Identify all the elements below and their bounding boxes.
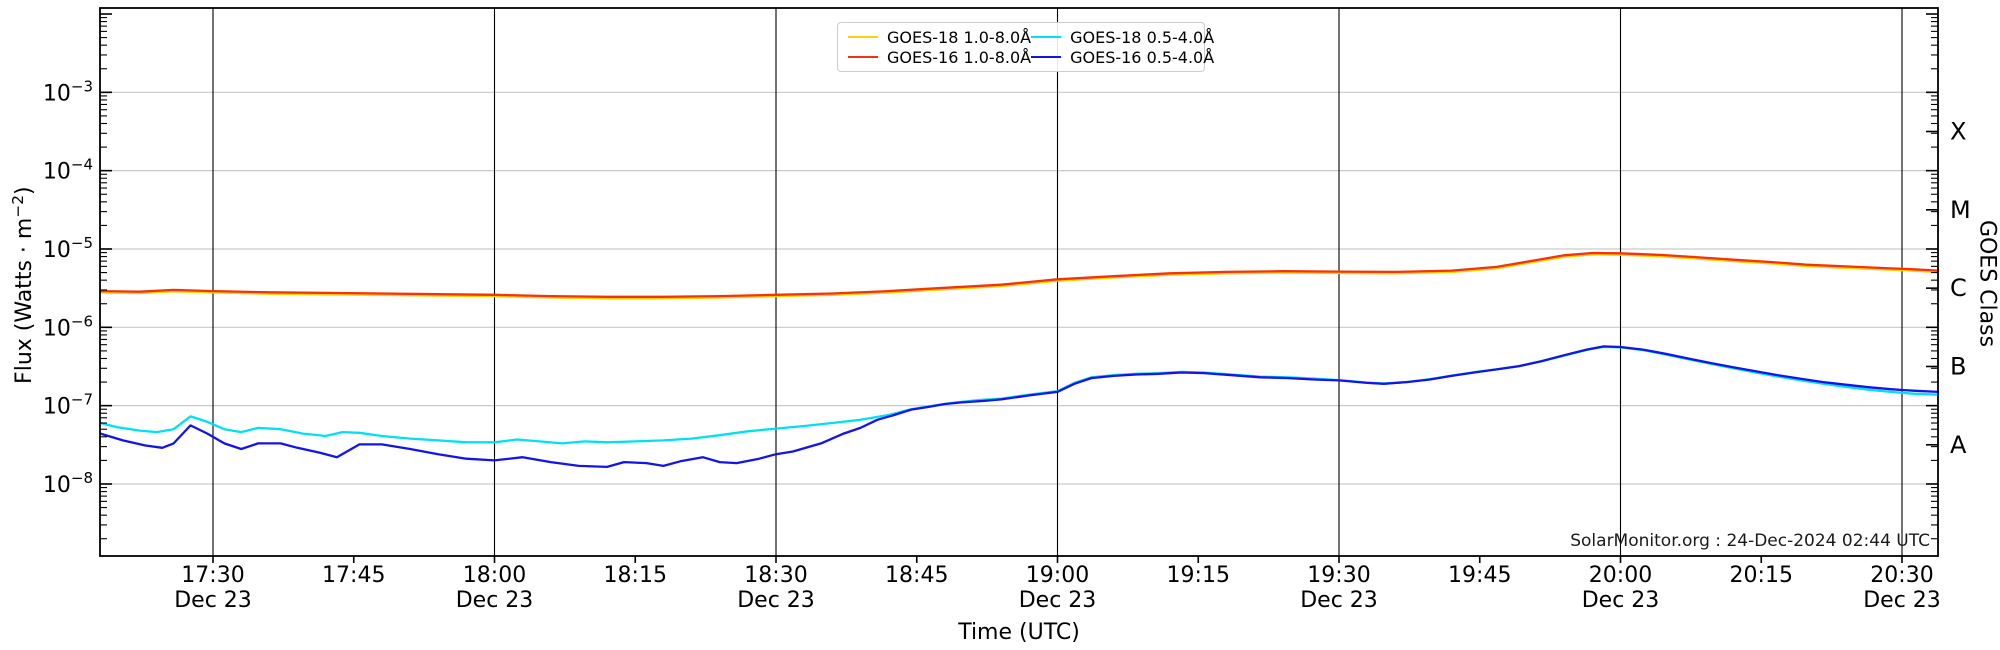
- series-line-3: [99, 345, 1940, 469]
- y-axis-label-text: Flux (Watts · m: [12, 217, 38, 384]
- y-axis-label-close: ): [12, 186, 38, 195]
- legend-item: GOES-18 1.0-8.0Å: [848, 28, 1031, 47]
- legend-line-goes16-short: [1031, 56, 1062, 58]
- x-tick-sublabel: Dec 23: [1019, 588, 1097, 613]
- x-tick-sublabel: Dec 23: [1582, 588, 1660, 613]
- x-tick-label: 18:30: [744, 563, 807, 588]
- x-tick-label: 19:15: [1167, 563, 1230, 588]
- legend-item: GOES-16 1.0-8.0Å: [848, 48, 1031, 67]
- y-tick-label: 10−5: [43, 234, 93, 263]
- y-tick-label: 10−4: [43, 156, 93, 185]
- x-tick-label: 17:45: [322, 563, 385, 588]
- legend-line-goes18-short: [1031, 36, 1062, 38]
- x-tick-label: 19:30: [1307, 563, 1370, 588]
- legend-line-goes16-long: [848, 56, 878, 58]
- y-tick-label: 10−8: [43, 469, 93, 498]
- right-axis-label: GOES Class: [1974, 219, 2000, 348]
- x-tick-label: 19:45: [1448, 563, 1511, 588]
- x-tick-sublabel: Dec 23: [1863, 588, 1941, 613]
- goes-class-letter: A: [1950, 431, 1967, 459]
- legend: GOES-18 1.0-8.0Å GOES-16 1.0-8.0Å GOES-1…: [837, 22, 1214, 72]
- goes-class-letter: C: [1950, 274, 1967, 302]
- y-axis-label: Flux (Watts · m−2): [9, 115, 37, 455]
- series-line-2: [99, 345, 1940, 445]
- y-tick-label: 10−3: [43, 77, 93, 106]
- legend-line-goes18-long: [848, 36, 878, 38]
- goes-class-letter: X: [1950, 117, 1966, 145]
- x-tick-label: 19:00: [1026, 563, 1089, 588]
- x-tick-label: 17:30: [181, 563, 244, 588]
- x-tick-sublabel: Dec 23: [1300, 588, 1378, 613]
- x-tick-sublabel: Dec 23: [737, 588, 815, 613]
- goes-class-letter: M: [1950, 196, 1971, 224]
- x-tick-label: 18:15: [604, 563, 667, 588]
- x-tick-label: 18:00: [463, 563, 526, 588]
- legend-label: GOES-16 1.0-8.0Å: [887, 47, 1032, 67]
- series-line-1: [99, 251, 1940, 298]
- watermark-text: SolarMonitor.org : 24-Dec-2024 02:44 UTC: [1570, 531, 1930, 551]
- x-tick-label: 20:15: [1730, 563, 1793, 588]
- x-tick-sublabel: Dec 23: [456, 588, 534, 613]
- x-tick-label: 18:45: [885, 563, 948, 588]
- legend-label: GOES-16 0.5-4.0Å: [1070, 47, 1215, 67]
- x-tick-sublabel: Dec 23: [174, 588, 252, 613]
- y-tick-label: 10−6: [43, 312, 93, 341]
- y-axis-label-sup: −2: [8, 194, 27, 218]
- legend-item: GOES-18 0.5-4.0Å: [1031, 28, 1214, 47]
- y-tick-label: 10−7: [43, 391, 93, 420]
- legend-label: GOES-18 0.5-4.0Å: [1070, 27, 1215, 47]
- goes-class-letter: B: [1950, 352, 1966, 380]
- axes-frame: [99, 7, 1939, 557]
- x-tick-label: 20:00: [1589, 563, 1652, 588]
- x-tick-label: 20:30: [1870, 563, 1933, 588]
- legend-label: GOES-18 1.0-8.0Å: [887, 27, 1032, 47]
- series-line-0: [99, 253, 1940, 300]
- x-axis-label: Time (UTC): [958, 620, 1080, 645]
- legend-item: GOES-16 0.5-4.0Å: [1031, 48, 1214, 67]
